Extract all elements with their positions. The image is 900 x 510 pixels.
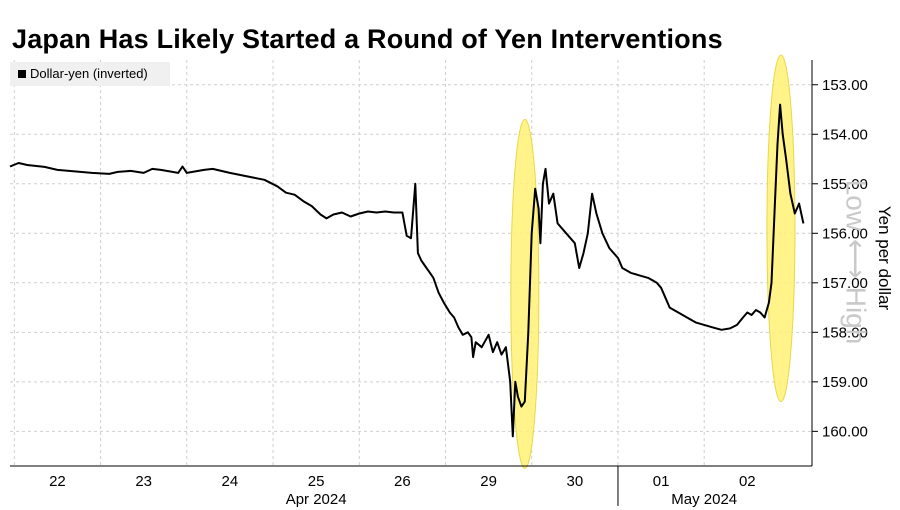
x-tick-label: 25 — [308, 473, 325, 490]
legend-swatch — [18, 70, 26, 78]
month-label: Apr 2024 — [286, 491, 347, 508]
y-tick-label: 155.00 — [822, 176, 868, 193]
y-axis-label: Yen per dollar — [875, 205, 894, 311]
y-tick-label: 153.00 — [822, 77, 868, 94]
y-tick-label: 156.00 — [822, 225, 868, 242]
direction-watermark: Low ⟷ High — [840, 179, 872, 345]
chart-title: Japan Has Likely Started a Round of Yen … — [12, 24, 723, 54]
y-tick-label: 158.00 — [822, 324, 868, 341]
y-tick-label: 159.00 — [822, 374, 868, 391]
x-tick-label: 22 — [49, 473, 66, 490]
x-tick-label: 24 — [222, 473, 239, 490]
y-tick-label: 157.00 — [822, 275, 868, 292]
y-tick-label: 160.00 — [822, 423, 868, 440]
legend-label: Dollar-yen (inverted) — [30, 66, 148, 81]
legend: Dollar-yen (inverted) — [10, 62, 170, 86]
x-tick-label: 23 — [135, 473, 152, 490]
dollar-yen-line — [9, 103, 805, 438]
y-tick-label: 154.00 — [822, 126, 868, 143]
x-tick-label: 30 — [567, 473, 584, 490]
x-tick-label: 01 — [653, 473, 670, 490]
intervention-highlight — [510, 118, 540, 469]
x-tick-label: 29 — [480, 473, 497, 490]
x-tick-label: 26 — [394, 473, 411, 490]
intervention-highlight — [766, 54, 796, 403]
x-tick-label: 02 — [739, 473, 756, 490]
month-label: May 2024 — [671, 491, 737, 508]
